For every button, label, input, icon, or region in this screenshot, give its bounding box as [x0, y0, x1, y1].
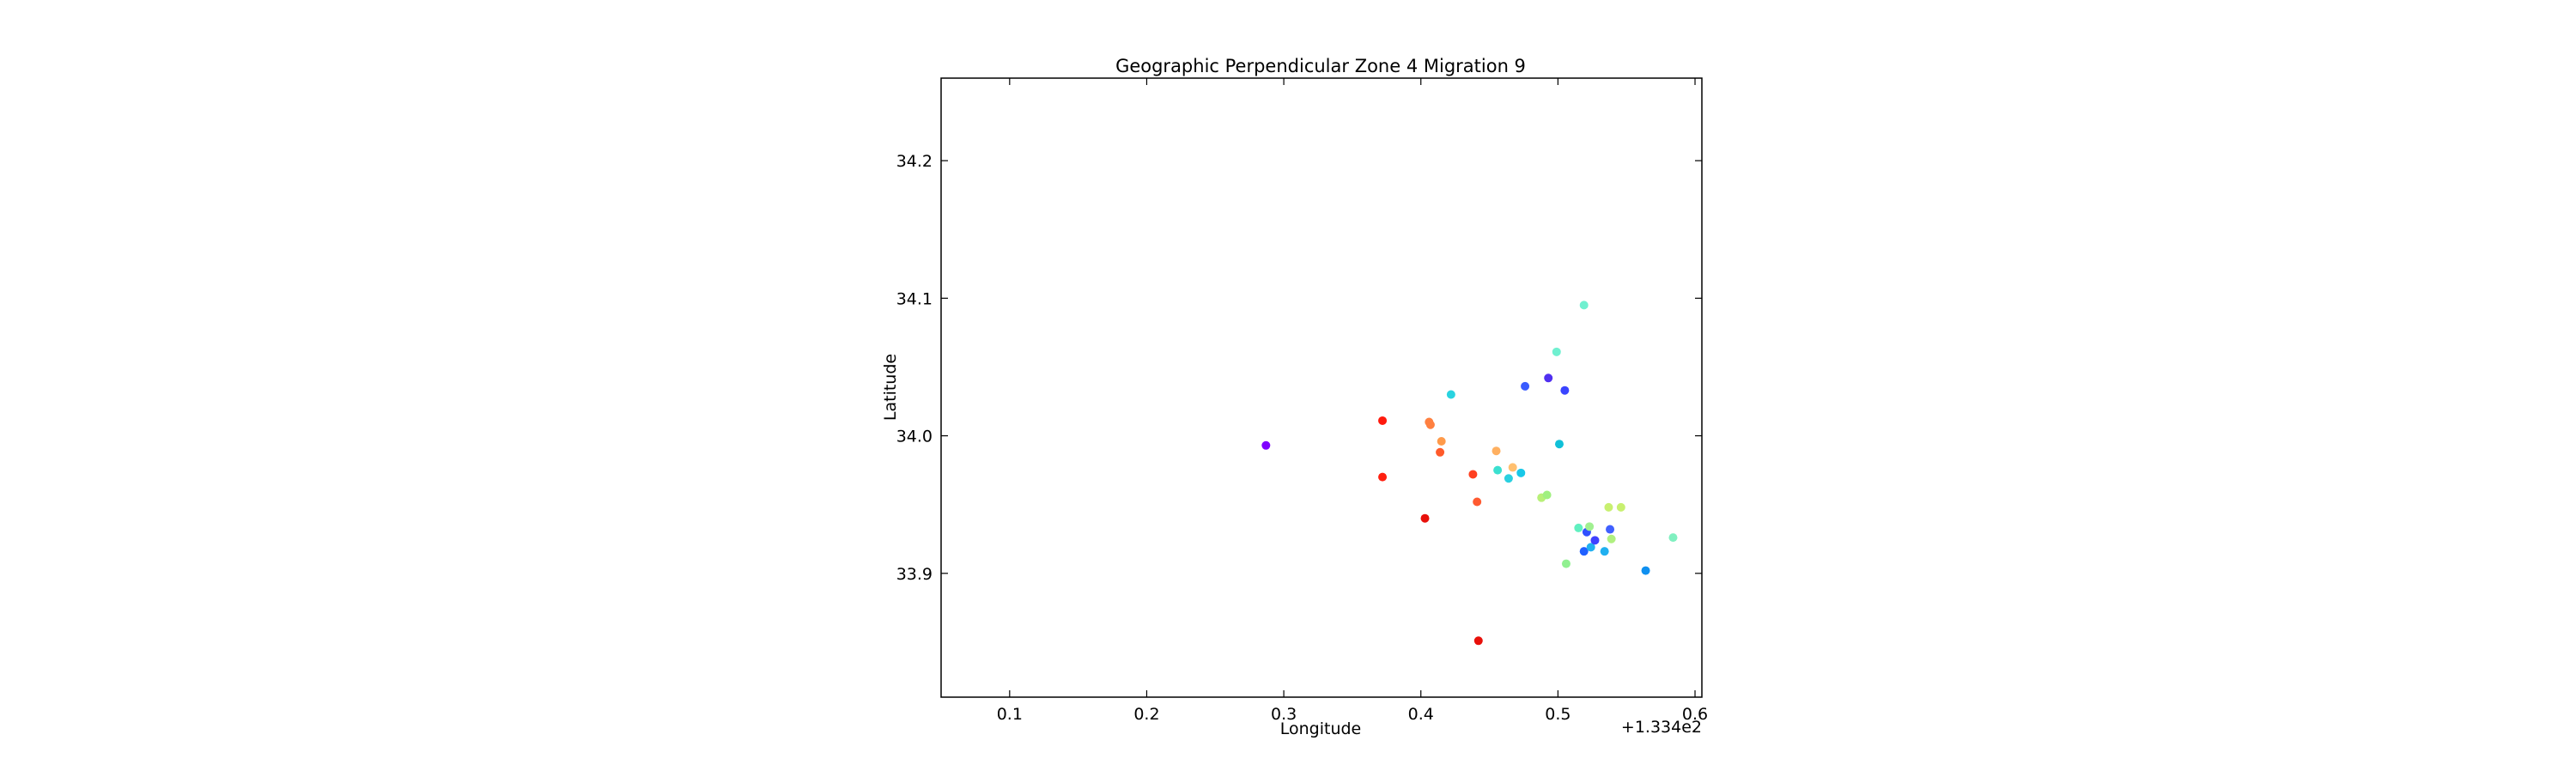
scatter-point [1437, 436, 1446, 446]
scatter-point [1420, 513, 1430, 523]
scatter-point [1493, 465, 1503, 475]
y-axis-label: Latitude [881, 354, 900, 421]
x-tick-label: 0.1 [997, 705, 1023, 724]
scatter-point [1579, 300, 1589, 310]
scatter-point [1508, 463, 1517, 472]
y-tick-label: 34.0 [896, 428, 933, 446]
x-tick-label: 0.2 [1133, 705, 1159, 724]
scatter-point [1607, 534, 1616, 543]
scatter-point [1544, 373, 1553, 383]
scatter-point [1436, 447, 1445, 457]
scatter-point [1378, 416, 1388, 425]
data-points [1261, 300, 1678, 646]
scatter-point [1516, 468, 1526, 477]
scatter-point [1579, 547, 1589, 556]
scatter-point [1446, 390, 1455, 399]
scatter-point [1604, 502, 1613, 512]
scatter-point [1473, 636, 1483, 646]
x-axis-offset: +1.334e2 [1621, 718, 1702, 737]
x-axis: 0.1 0.2 0.3 0.4 0.5 0.6 [997, 78, 1708, 724]
scatter-point [1600, 547, 1609, 556]
x-axis-label: Longitude [1280, 719, 1362, 738]
scatter-point [1574, 523, 1583, 532]
y-axis: 33.9 34.0 34.1 34.2 [896, 152, 1702, 584]
scatter-point [1261, 440, 1271, 450]
x-tick-label: 0.4 [1408, 705, 1434, 724]
scatter-point [1521, 381, 1530, 391]
scatter-point [1606, 525, 1615, 534]
y-tick-label: 34.2 [896, 152, 933, 171]
scatter-point [1586, 543, 1595, 552]
scatter-point [1668, 533, 1678, 543]
scatter-point [1425, 420, 1435, 429]
x-tick-label: 0.5 [1545, 705, 1571, 724]
scatter-point [1554, 440, 1564, 449]
scatter-point [1590, 536, 1600, 545]
x-tick-label: 0.3 [1271, 705, 1297, 724]
y-tick-label: 33.9 [896, 565, 933, 584]
scatter-point [1641, 566, 1650, 575]
scatter-point [1378, 472, 1388, 482]
chart-title: Geographic Perpendicular Zone 4 Migratio… [1115, 56, 1526, 76]
scatter-point [1473, 497, 1482, 507]
scatter-point [1468, 470, 1478, 479]
scatter-point [1560, 385, 1570, 395]
y-tick-label: 34.1 [896, 289, 933, 308]
scatter-point [1561, 559, 1571, 568]
plot-area [940, 77, 1703, 698]
x-tick-label: 0.6 [1682, 705, 1708, 724]
scatter-point [1616, 502, 1625, 512]
scatter-point [1585, 522, 1595, 531]
scatter-point [1504, 474, 1513, 483]
scatter-point [1552, 347, 1561, 356]
scatter-point [1542, 490, 1552, 500]
scatter-point [1492, 446, 1501, 456]
